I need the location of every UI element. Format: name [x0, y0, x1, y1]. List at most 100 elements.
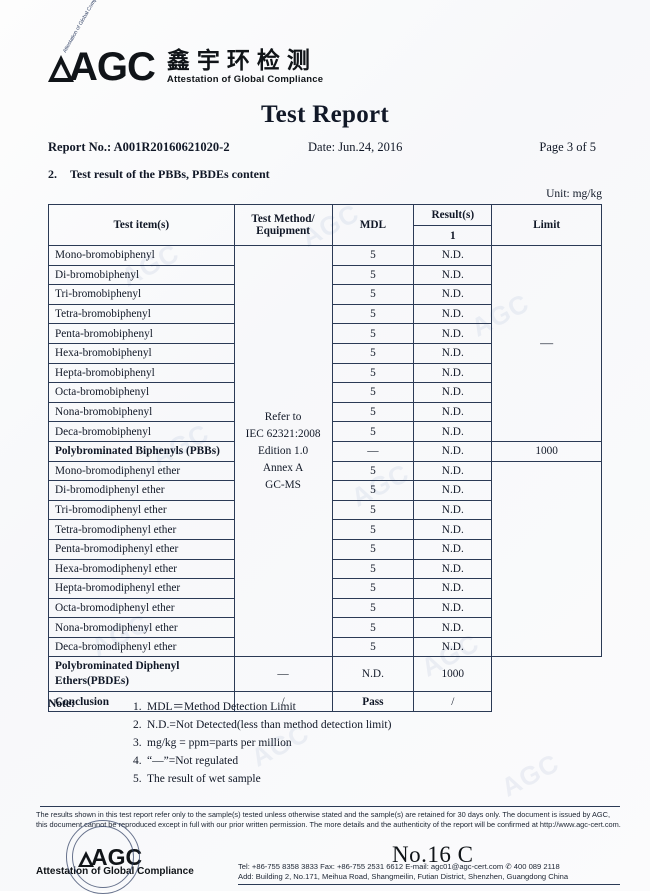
- cell-item: Mono-bromobiphenyl: [48, 245, 235, 266]
- table-row: Nona-bromodiphenyl ether 5 N.D.: [48, 617, 602, 638]
- cell-result: N.D.: [413, 597, 493, 619]
- cell-result: N.D.: [413, 460, 493, 482]
- letterhead: AGC 鑫宇环检测 Attestation of Global Complian…: [48, 45, 324, 89]
- col-limit: Limit: [491, 204, 602, 246]
- table-row: Octa-bromobiphenyl 5 N.D.: [48, 382, 602, 403]
- cell-test-method: Refer to IEC 62321:2008 Edition 1.0 Anne…: [233, 244, 333, 658]
- footer-divider: [40, 806, 620, 807]
- cell-mdl: 5: [331, 460, 415, 482]
- col-results: Result(s): [413, 204, 493, 226]
- table-row: Tri-bromobiphenyl 5 N.D.: [48, 284, 602, 305]
- cell-limit-merged: [491, 460, 602, 658]
- table-row: Di-bromobiphenyl 5 N.D.: [48, 264, 602, 286]
- table-header: Test item(s) Test Method/ Equipment MDL …: [48, 204, 602, 246]
- table-row: Penta-bromodiphenyl ether 5 N.D.: [48, 538, 602, 560]
- note-item: 5. The result of wet sample: [133, 770, 391, 788]
- table-row-conclusion: Conclusion / Pass /: [48, 691, 602, 713]
- company-seal: [66, 820, 140, 894]
- note-number: 5.: [133, 773, 142, 785]
- unit-label: Unit: mg/kg: [546, 188, 602, 200]
- cell-mdl: 5: [331, 264, 415, 286]
- table-row: Tetra-bromobiphenyl 5 N.D.: [48, 303, 602, 325]
- cell-mdl: 5: [331, 480, 415, 501]
- cell-mdl: 5: [331, 499, 415, 521]
- cell-item: Polybrominated Biphenyls (PBBs): [48, 440, 235, 462]
- cell-mdl: —: [233, 656, 333, 693]
- report-number: Report No.: A001R20160621020-2: [48, 140, 230, 154]
- company-tagline: Attestation of Global Compliance: [166, 74, 324, 85]
- table-row: Octa-bromodiphenyl ether 5 N.D.: [48, 597, 602, 619]
- note-number: 3.: [133, 737, 142, 749]
- cell-result: N.D.: [413, 264, 493, 286]
- cell-mdl: /: [233, 691, 333, 713]
- cell-mdl: 5: [331, 401, 415, 423]
- footer-contact: Tel: +86-755 8358 3833 Fax: +86-755 2531…: [238, 862, 568, 883]
- note-text: The result of wet sample: [147, 773, 261, 785]
- document-number: No.16 C: [392, 842, 474, 867]
- table-row: Penta-bromobiphenyl 5 N.D.: [48, 323, 602, 344]
- table-row: Deca-bromodiphenyl ether 5 N.D.: [48, 636, 602, 658]
- method-line1: Refer to: [264, 410, 302, 423]
- note-text: N.D.=Not Detected(less than method detec…: [147, 719, 392, 731]
- seal-text: Attestation of Global Compliance Co., Lt…: [0, 0, 116, 72]
- watermark: AGC: [496, 747, 565, 803]
- cell-item: Tetra-bromodiphenyl ether: [48, 519, 235, 540]
- cell-item: Octa-bromobiphenyl: [48, 382, 235, 403]
- cell-item: Di-bromodiphenyl ether: [48, 480, 235, 501]
- agc-logo-text: AGC: [69, 45, 156, 89]
- table-body: Mono-bromobiphenyl Refer to IEC 62321:20…: [48, 244, 602, 713]
- cell-item-line1: Polybrominated Diphenyl: [55, 660, 180, 673]
- note-number: 1.: [133, 701, 142, 713]
- cell-item: Di-bromobiphenyl: [48, 264, 235, 286]
- table-row-pbde-summary: Polybrominated Diphenyl Ethers(PBDEs) — …: [48, 656, 602, 693]
- cell-item: Nona-bromobiphenyl: [48, 401, 235, 423]
- note-number: 4.: [133, 755, 142, 767]
- cell-mdl: 5: [331, 284, 415, 305]
- col-test-method-line1: Test Method/: [251, 213, 315, 225]
- agc-logo: AGC: [48, 45, 156, 89]
- note-text: MDL＝Method Detection Limit: [147, 701, 296, 713]
- cell-mdl: 5: [331, 362, 415, 384]
- cell-result: N.D.: [413, 401, 493, 423]
- cell-mdl: 5: [331, 636, 415, 658]
- table-row: Hepta-bromodiphenyl ether 5 N.D.: [48, 578, 602, 599]
- cell-mdl: 5: [331, 558, 415, 580]
- cell-item: Penta-bromodiphenyl ether: [48, 538, 235, 560]
- cell-item: Tetra-bromobiphenyl: [48, 303, 235, 325]
- cell-item: Nona-bromodiphenyl ether: [48, 617, 235, 638]
- note-item: 1. MDL＝Method Detection Limit: [133, 698, 391, 716]
- cell-item-line2: Ethers(PBDEs): [55, 675, 130, 688]
- note-item: 3. mg/kg = ppm=parts per million: [133, 734, 391, 752]
- col-test-method: Test Method/ Equipment: [233, 204, 333, 246]
- col-result-1: 1: [413, 225, 493, 246]
- note-number: 2.: [133, 719, 142, 731]
- cell-item: Hexa-bromodiphenyl ether: [48, 558, 235, 580]
- cell-item: Penta-bromobiphenyl: [48, 323, 235, 344]
- footer-disclaimer: The results shown in this test report re…: [36, 810, 621, 830]
- notes-block: Note: 1. MDL＝Method Detection Limit 2. N.D…: [48, 698, 391, 788]
- table-row: Deca-bromobiphenyl 5 N.D.: [48, 421, 602, 442]
- method-line4: Annex A: [262, 461, 304, 474]
- table-row: Hepta-bromobiphenyl 5 N.D.: [48, 362, 602, 384]
- cell-mdl: 5: [331, 382, 415, 403]
- results-table: Test item(s) Test Method/ Equipment MDL …: [48, 204, 602, 713]
- cell-result: N.D.: [413, 323, 493, 344]
- table-row: Hexa-bromodiphenyl ether 5 N.D.: [48, 558, 602, 580]
- contact-line-1: Tel: +86-755 8358 3833 Fax: +86-755 2531…: [238, 862, 560, 871]
- cell-result: N.D.: [413, 382, 493, 403]
- cell-mdl: 5: [331, 342, 415, 364]
- cell-item: Hepta-bromodiphenyl ether: [48, 578, 235, 599]
- company-name-chinese: 鑫宇环检测: [166, 48, 317, 74]
- cell-limit-merged: —: [491, 245, 602, 442]
- cell-item: Conclusion: [48, 691, 235, 713]
- cell-limit: 1000: [491, 440, 602, 462]
- cell-item: Polybrominated Diphenyl Ethers(PBDEs): [48, 656, 235, 693]
- cell-mdl: 5: [331, 421, 415, 442]
- report-meta: Report No.: A001R20160621020-2 Date: Jun…: [48, 140, 602, 155]
- page-number: Page 3 of 5: [539, 140, 596, 154]
- method-line3: Edition 1.0: [257, 444, 309, 457]
- cell-item: Tri-bromodiphenyl ether: [48, 499, 235, 521]
- section-heading: 2. Test result of the PBBs, PBDEs content: [48, 167, 270, 182]
- cell-item: Deca-bromodiphenyl ether: [48, 636, 235, 658]
